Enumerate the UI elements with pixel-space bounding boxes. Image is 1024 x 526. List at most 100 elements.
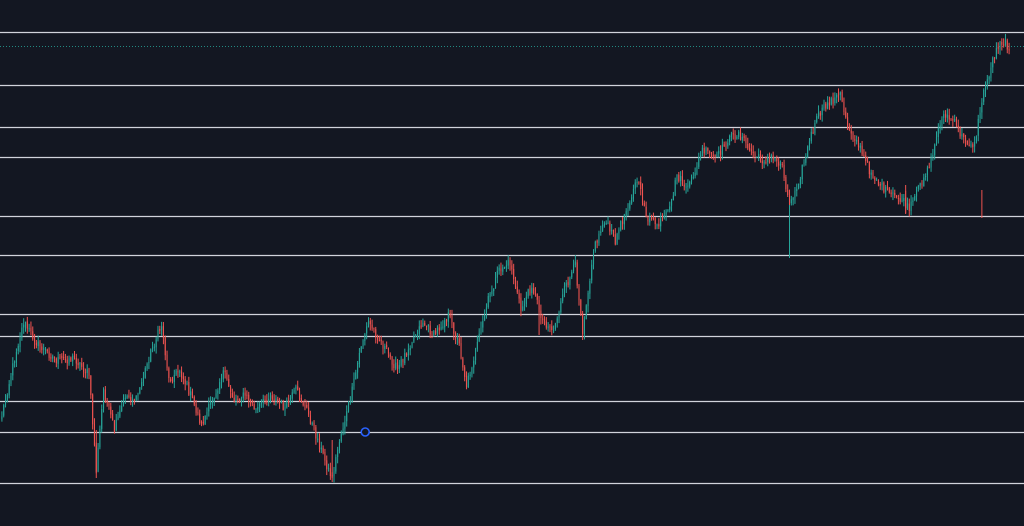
candle-body: [698, 157, 700, 167]
candle-body: [433, 330, 435, 336]
candle-body: [814, 122, 816, 134]
candle-body: [908, 203, 910, 211]
candle-body: [801, 164, 803, 180]
candle: [438, 324, 440, 335]
candle: [6, 393, 8, 403]
candle-body: [456, 337, 458, 339]
candle: [475, 347, 477, 365]
candle: [848, 123, 850, 132]
candle-body: [567, 281, 569, 285]
candle-body: [718, 150, 720, 154]
candle: [816, 113, 818, 124]
candle: [32, 326, 34, 341]
candle: [266, 394, 268, 406]
candle-body: [286, 400, 288, 408]
candle: [660, 212, 662, 232]
drawing-anchor-handle[interactable]: [360, 427, 371, 437]
candle-body: [549, 326, 551, 328]
candle-body: [710, 152, 713, 154]
candle: [872, 169, 874, 179]
candle-body: [848, 127, 850, 130]
candle-body: [313, 422, 315, 427]
candle-body: [418, 326, 420, 334]
candle: [422, 318, 424, 328]
candle: [226, 369, 228, 381]
candle: [899, 192, 901, 205]
candle-body: [101, 409, 103, 429]
candle-body: [660, 218, 662, 227]
candle-body: [371, 324, 373, 329]
candle-body: [716, 154, 718, 157]
candle-body: [995, 48, 997, 58]
candle-body: [108, 403, 110, 406]
horizontal-levels[interactable]: [0, 31, 1024, 485]
candle: [230, 385, 232, 399]
candle-body: [594, 241, 596, 251]
candle: [701, 144, 703, 157]
candle-body: [268, 398, 270, 403]
candle-body: [772, 155, 774, 160]
candle-body: [734, 133, 736, 140]
candle: [102, 387, 105, 413]
candle: [122, 394, 125, 407]
candle: [75, 353, 77, 370]
candle-body: [346, 411, 348, 422]
candle-body: [320, 447, 322, 450]
candle-body: [366, 326, 368, 334]
candle: [885, 184, 887, 198]
candle: [260, 399, 262, 408]
candle-body: [894, 192, 896, 196]
candle: [182, 372, 184, 385]
candle-body: [558, 311, 560, 319]
candle: [961, 127, 963, 140]
candle-body: [605, 223, 607, 225]
candle-body: [61, 356, 63, 358]
candle: [369, 317, 371, 331]
candle-body: [451, 315, 453, 323]
candle: [643, 200, 645, 207]
candle: [750, 143, 752, 156]
candle-body: [837, 94, 840, 96]
candle-body: [600, 231, 602, 233]
candle: [814, 119, 816, 136]
candle: [545, 317, 547, 330]
candle-body: [455, 333, 457, 338]
candle: [208, 397, 210, 417]
candle: [700, 151, 702, 161]
candle: [654, 216, 656, 230]
candle-body: [104, 389, 106, 401]
candle-body: [959, 127, 961, 137]
candle: [469, 371, 471, 380]
candle: [242, 387, 244, 403]
candle: [765, 156, 767, 165]
candle-body: [583, 319, 585, 334]
candle-body: [948, 115, 950, 120]
candle-body: [8, 384, 10, 396]
candle-body: [641, 189, 644, 204]
candle: [473, 356, 475, 374]
candle: [195, 400, 197, 416]
candle: [464, 365, 466, 382]
candle-body: [888, 187, 890, 193]
candle-body: [700, 154, 702, 159]
candle-body: [852, 132, 854, 139]
candle-body: [259, 403, 261, 407]
candle: [133, 398, 135, 405]
candle-body: [139, 387, 141, 394]
candle-body: [55, 358, 57, 363]
candle-body: [810, 131, 812, 142]
candle-body: [395, 362, 397, 369]
candle-body: [741, 136, 743, 141]
candle: [61, 353, 63, 364]
candle: [921, 180, 923, 189]
candle-body: [798, 184, 800, 189]
candle: [910, 195, 912, 216]
candle: [139, 386, 141, 395]
candle: [975, 135, 977, 144]
candle: [124, 394, 126, 405]
candle: [669, 201, 671, 213]
candle: [723, 141, 725, 147]
candle-body: [1008, 48, 1010, 51]
candle: [471, 366, 473, 378]
